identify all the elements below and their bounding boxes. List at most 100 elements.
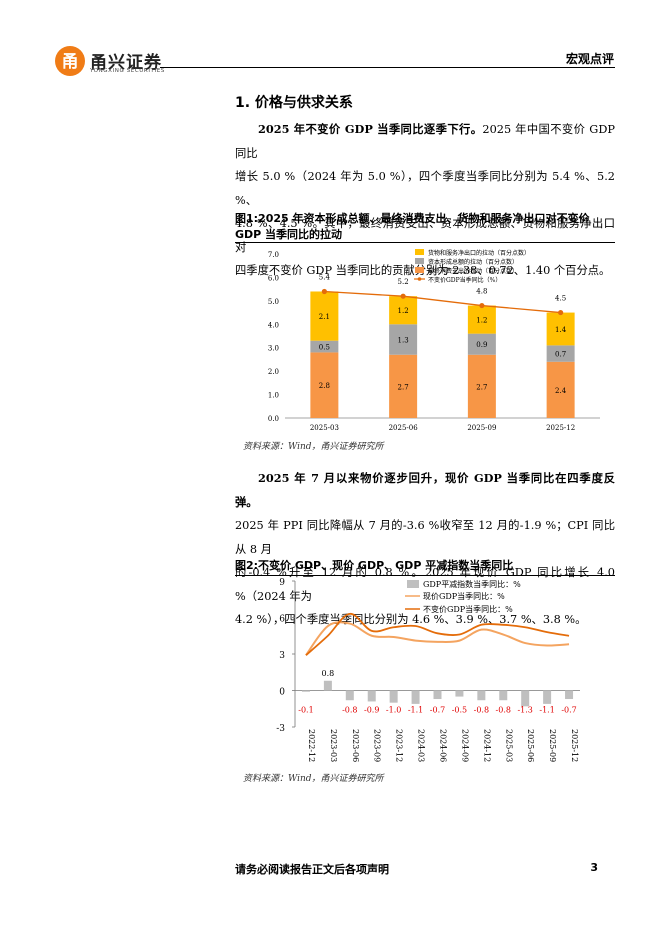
y-tick-label: 1.0 bbox=[268, 392, 279, 400]
y-tick-label: -3 bbox=[276, 724, 285, 734]
x-tick-label: 2025-09 bbox=[467, 424, 496, 432]
deflator-label: -1.0 bbox=[386, 706, 401, 715]
legend-label: 现价GDP当季同比：% bbox=[423, 591, 505, 601]
report-type: 宏观点评 bbox=[565, 52, 614, 66]
figure2-title: 图2:不变价 GDP、现价 GDP、GDP 平减指数当季同比 bbox=[235, 559, 514, 572]
deflator-bar bbox=[389, 690, 398, 703]
deflator-label: -0.7 bbox=[561, 706, 576, 715]
figure1-title-line2: GDP 当季同比的拉动 bbox=[235, 228, 343, 241]
x-tick-label: 2025-03 bbox=[504, 729, 513, 762]
figure1-title-line1: 图1:2025 年资本形成总额、最终消费支出、货物和服务净出口对不变价 bbox=[235, 212, 590, 225]
legend-label: 最终消费支出的拉动（百分点数） bbox=[428, 267, 518, 275]
x-tick-label: 2024-06 bbox=[439, 729, 448, 762]
line-value-label: 4.5 bbox=[555, 295, 566, 303]
x-tick-label: 2022-12 bbox=[307, 729, 316, 762]
legend-label: 不变价GDP当季同比：% bbox=[423, 604, 513, 614]
legend-swatch bbox=[415, 249, 424, 255]
para2-line2: 2025 年 PPI 同比降幅从 7 月的-3.6 %收窄至 12 月的-1.9… bbox=[235, 519, 615, 556]
figure1-chart: 0.0 1.0 2.0 3.0 4.0 5.0 6.0 7.0 2.8 0.5 2.1 2025-03… bbox=[268, 249, 600, 432]
bar-value-label: 2.7 bbox=[476, 383, 487, 391]
para1-line2: 增长 5.0 %（2024 年为 5.0 %），四个季度当季同比分别为 5.4 … bbox=[235, 170, 615, 207]
bar-segment bbox=[310, 340, 339, 353]
bar-value-label: 2.4 bbox=[555, 387, 567, 395]
deflator-bar bbox=[499, 690, 508, 701]
deflator-bar bbox=[565, 690, 574, 700]
logo-text: 甬兴证券 bbox=[90, 53, 162, 73]
para1-line1: 2025 年中国不变价 GDP 同比 bbox=[235, 123, 615, 160]
x-tick-label: 2024-09 bbox=[460, 729, 469, 762]
y-tick-label: 6.0 bbox=[268, 274, 279, 282]
deflator-bar bbox=[433, 690, 442, 700]
figure1-rule bbox=[235, 242, 615, 243]
logo-icon bbox=[55, 46, 85, 76]
y-tick-label: 3 bbox=[279, 651, 285, 661]
bar-value-label: 1.3 bbox=[398, 337, 409, 345]
bar-value-label: 1.2 bbox=[476, 317, 487, 325]
x-tick-label: 2025-12 bbox=[570, 729, 579, 762]
bar-segment bbox=[310, 291, 339, 341]
x-tick-label: 2025-03 bbox=[310, 424, 339, 432]
deflator-label: -0.1 bbox=[298, 706, 313, 715]
y-tick-label: 6 bbox=[279, 615, 285, 625]
header-divider bbox=[160, 67, 615, 68]
bar-segment bbox=[467, 305, 496, 334]
x-tick-label: 2025-09 bbox=[548, 729, 557, 762]
y-tick-label: 7.0 bbox=[268, 251, 279, 259]
deflator-label: -1.3 bbox=[517, 706, 532, 715]
deflator-bar bbox=[411, 690, 420, 704]
bar-value-label: 0.5 bbox=[319, 344, 330, 352]
x-tick-label: 2023-09 bbox=[373, 729, 382, 762]
figure2-source: 资料来源：Wind，甬兴证券研究所 bbox=[243, 774, 384, 784]
x-tick-label: 2024-03 bbox=[417, 729, 426, 762]
deflator-label: -0.8 bbox=[474, 706, 489, 715]
deflator-bar bbox=[521, 690, 530, 707]
figure1-source: 资料来源：Wind，甬兴证券研究所 bbox=[243, 442, 384, 452]
figure2-rule bbox=[235, 575, 615, 576]
bar-segment bbox=[389, 324, 418, 355]
x-tick-label: 2024-12 bbox=[482, 729, 491, 762]
line-value-label: 4.8 bbox=[476, 288, 487, 296]
bar-segment bbox=[389, 296, 418, 325]
bar-value-label: 1.4 bbox=[555, 326, 567, 334]
deflator-label: -0.9 bbox=[364, 706, 379, 715]
legend-swatch bbox=[407, 580, 419, 588]
bar-segment bbox=[389, 354, 418, 418]
bar-value-label: 1.2 bbox=[398, 307, 409, 315]
para1-lead: 2025 年不变价 GDP 当季同比逐季下行。 bbox=[258, 122, 483, 136]
deflator-label: -0.7 bbox=[430, 706, 445, 715]
nominal-gdp-line bbox=[305, 621, 570, 656]
bar-value-label: 2.1 bbox=[319, 313, 330, 321]
deflator-bar bbox=[345, 690, 354, 701]
logo-subtext: YONGXING SECURITIES bbox=[90, 68, 165, 74]
deflator-bar bbox=[367, 690, 376, 702]
y-tick-label: 0 bbox=[279, 688, 285, 698]
gdp-line-marker bbox=[558, 309, 564, 316]
bar-segment bbox=[467, 354, 496, 418]
legend-label: 不变价GDP当季同比（%） bbox=[428, 276, 501, 284]
x-tick-label: 2023-06 bbox=[351, 729, 360, 762]
bar-value-label: 0.9 bbox=[476, 341, 487, 349]
footer-disclaimer: 请务必阅读报告正文后各项声明 bbox=[235, 863, 389, 876]
deflator-bar bbox=[323, 680, 332, 691]
page-number: 3 bbox=[590, 861, 598, 874]
line-value-label: 5.2 bbox=[398, 278, 409, 286]
bar-value-label: 0.7 bbox=[555, 351, 566, 359]
deflator-bar bbox=[301, 690, 310, 692]
real-gdp-line bbox=[305, 612, 570, 656]
figure2-chart: -3 0 3 6 9 -0.1 0.8 -0.8 -0.9 -1.0 -1.1 -0.7 -0.5 -0.… bbox=[276, 578, 580, 762]
bar-segment bbox=[546, 345, 575, 362]
legend-swatch bbox=[415, 267, 424, 273]
legend-label: 货物和服务净出口的拉动（百分点数） bbox=[428, 249, 530, 257]
deflator-label: 0.8 bbox=[322, 669, 335, 678]
line-value-label: 5.4 bbox=[319, 273, 331, 281]
deflator-label: -0.5 bbox=[452, 706, 467, 715]
deflator-bar bbox=[477, 690, 486, 701]
bar-segment bbox=[546, 312, 575, 346]
y-tick-label: 0.0 bbox=[268, 415, 279, 423]
figure1-title: 图1:2025 年资本形成总额、最终消费支出、货物和服务净出口对不变价 GDP … bbox=[235, 211, 615, 243]
x-tick-label: 2025-06 bbox=[526, 729, 535, 762]
y-tick-label: 4.0 bbox=[268, 321, 279, 329]
legend-swatch bbox=[415, 258, 424, 264]
bar-segment bbox=[467, 333, 496, 355]
deflator-label: -1.1 bbox=[539, 706, 554, 715]
